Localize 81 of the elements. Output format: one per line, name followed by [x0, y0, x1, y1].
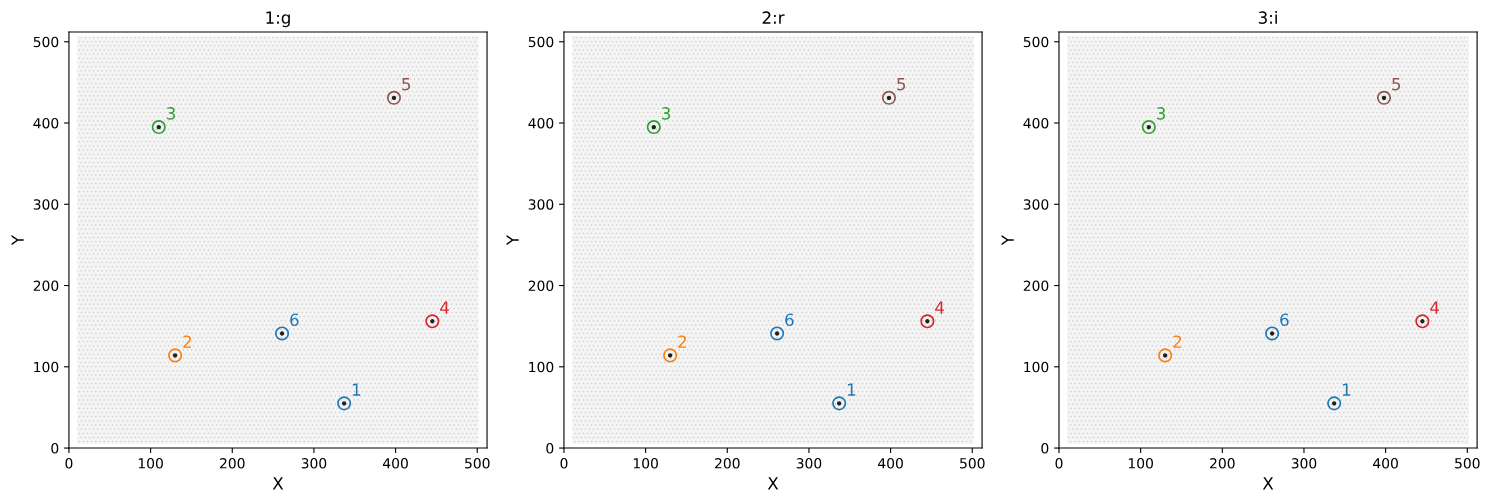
point: [1265, 326, 1280, 341]
point: [1141, 120, 1156, 135]
x-tick-label: 200: [220, 458, 245, 469]
x-tick-label: 200: [1210, 458, 1235, 469]
series-label: 3: [166, 107, 175, 120]
series-label: 4: [935, 301, 944, 314]
x-tick-label: 400: [878, 458, 903, 469]
point: [275, 326, 290, 341]
y-tick-label: 0: [1041, 443, 1049, 454]
y-tick-label: 300: [33, 199, 59, 210]
point: [1158, 348, 1173, 363]
point: [151, 120, 166, 135]
chart-title: 1:g: [266, 11, 290, 28]
series-label: 1: [847, 383, 856, 396]
y-tick-label: 200: [1023, 280, 1049, 292]
point: [386, 90, 401, 105]
x-tick-label: 0: [65, 458, 73, 469]
series-label: 6: [785, 313, 794, 327]
x-tick-label: 100: [1128, 458, 1153, 469]
y-tick-label: 500: [1023, 36, 1049, 48]
series-label: 4: [440, 301, 449, 314]
series-label: 2: [1173, 335, 1182, 348]
point: [881, 90, 897, 105]
series-label: 3: [662, 107, 670, 120]
point: [1327, 396, 1342, 411]
y-tick-label: 0: [51, 443, 59, 454]
point: [646, 120, 661, 135]
x-tick-label: 300: [796, 458, 822, 469]
point: [168, 348, 183, 363]
point: [770, 326, 785, 341]
y-tick-label: 500: [528, 36, 554, 48]
x-axis-title: X: [272, 477, 284, 490]
y-tick-label: 0: [546, 443, 554, 454]
point: [920, 314, 935, 329]
point: [1415, 314, 1430, 329]
series-label: 1: [1342, 383, 1351, 396]
y-tick-label: 400: [1023, 117, 1049, 129]
series-label: 6: [290, 313, 299, 327]
series-label: 3: [1157, 107, 1166, 120]
point: [425, 314, 440, 329]
x-tick-label: 0: [1055, 458, 1063, 469]
y-tick-label: 100: [34, 361, 59, 373]
y-tick-label: 300: [1023, 199, 1049, 210]
y-axis-title: Y: [11, 234, 24, 246]
point: [1376, 90, 1392, 105]
y-tick-label: 100: [1024, 361, 1049, 373]
series-label: 5: [402, 78, 411, 91]
x-tick-label: 0: [560, 458, 568, 469]
y-tick-label: 400: [528, 117, 554, 129]
series-label: 5: [1392, 78, 1401, 91]
point: [663, 348, 678, 363]
y-tick-label: 300: [528, 199, 554, 210]
series-label: 6: [1280, 313, 1289, 327]
chart-title: 3:i: [1258, 11, 1277, 24]
y-tick-label: 500: [33, 36, 59, 48]
point: [832, 396, 847, 411]
x-tick-label: 500: [465, 458, 490, 469]
x-tick-label: 200: [715, 458, 740, 469]
y-axis-title: Y: [506, 234, 519, 246]
y-axis-title: Y: [1001, 234, 1014, 246]
chart-title: 2:r: [762, 11, 785, 24]
x-tick-label: 300: [1291, 458, 1317, 469]
series-label: 5: [897, 78, 906, 91]
y-tick-label: 100: [529, 361, 554, 373]
x-tick-label: 500: [1455, 458, 1480, 469]
x-axis-title: X: [1262, 477, 1274, 490]
y-tick-label: 400: [33, 117, 59, 129]
x-tick-label: 300: [301, 458, 327, 469]
x-axis-title: X: [767, 477, 779, 490]
series-label: 1: [352, 383, 361, 396]
y-tick-label: 200: [33, 280, 59, 292]
series-label: 2: [183, 335, 191, 348]
x-tick-label: 400: [1373, 458, 1398, 469]
point: [337, 396, 352, 411]
series-label: 2: [678, 335, 686, 348]
y-tick-label: 200: [528, 280, 554, 292]
series-label: 4: [1430, 301, 1439, 314]
x-tick-label: 500: [960, 458, 985, 469]
x-tick-label: 400: [383, 458, 408, 469]
x-tick-label: 100: [633, 458, 658, 469]
x-tick-label: 100: [138, 458, 163, 469]
